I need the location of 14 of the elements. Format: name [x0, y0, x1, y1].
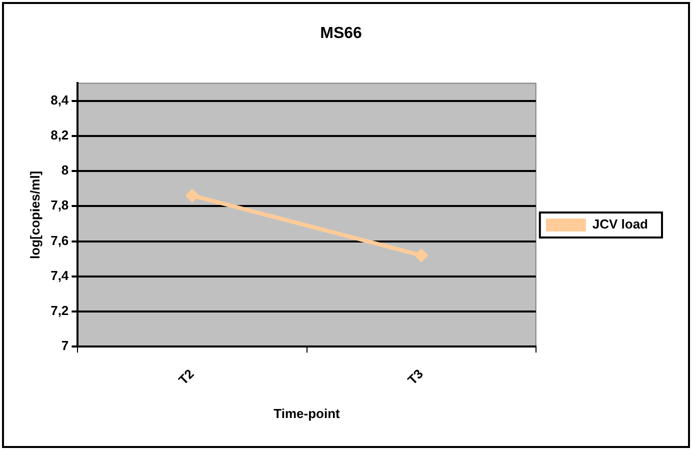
y-tick-label: 7,6 — [50, 232, 69, 248]
y-tick-label: 7,8 — [50, 198, 69, 213]
x-axis-title: Time-point — [274, 406, 341, 421]
y-tick-label: 7,2 — [50, 303, 69, 318]
y-tick-label: 8,4 — [50, 92, 70, 108]
x-tick-label: T3 — [404, 366, 426, 388]
y-tick-label: 8 — [61, 162, 69, 178]
x-tick-label: T2 — [176, 366, 197, 388]
y-tick-label: 7,4 — [50, 268, 70, 283]
y-tick-label: 7 — [61, 338, 69, 354]
y-axis-title: log[copies/ml] — [27, 170, 42, 259]
y-tick-label: 8,2 — [50, 127, 69, 142]
legend-label: JCV load — [592, 216, 648, 232]
chart-title: MS66 — [320, 25, 362, 42]
